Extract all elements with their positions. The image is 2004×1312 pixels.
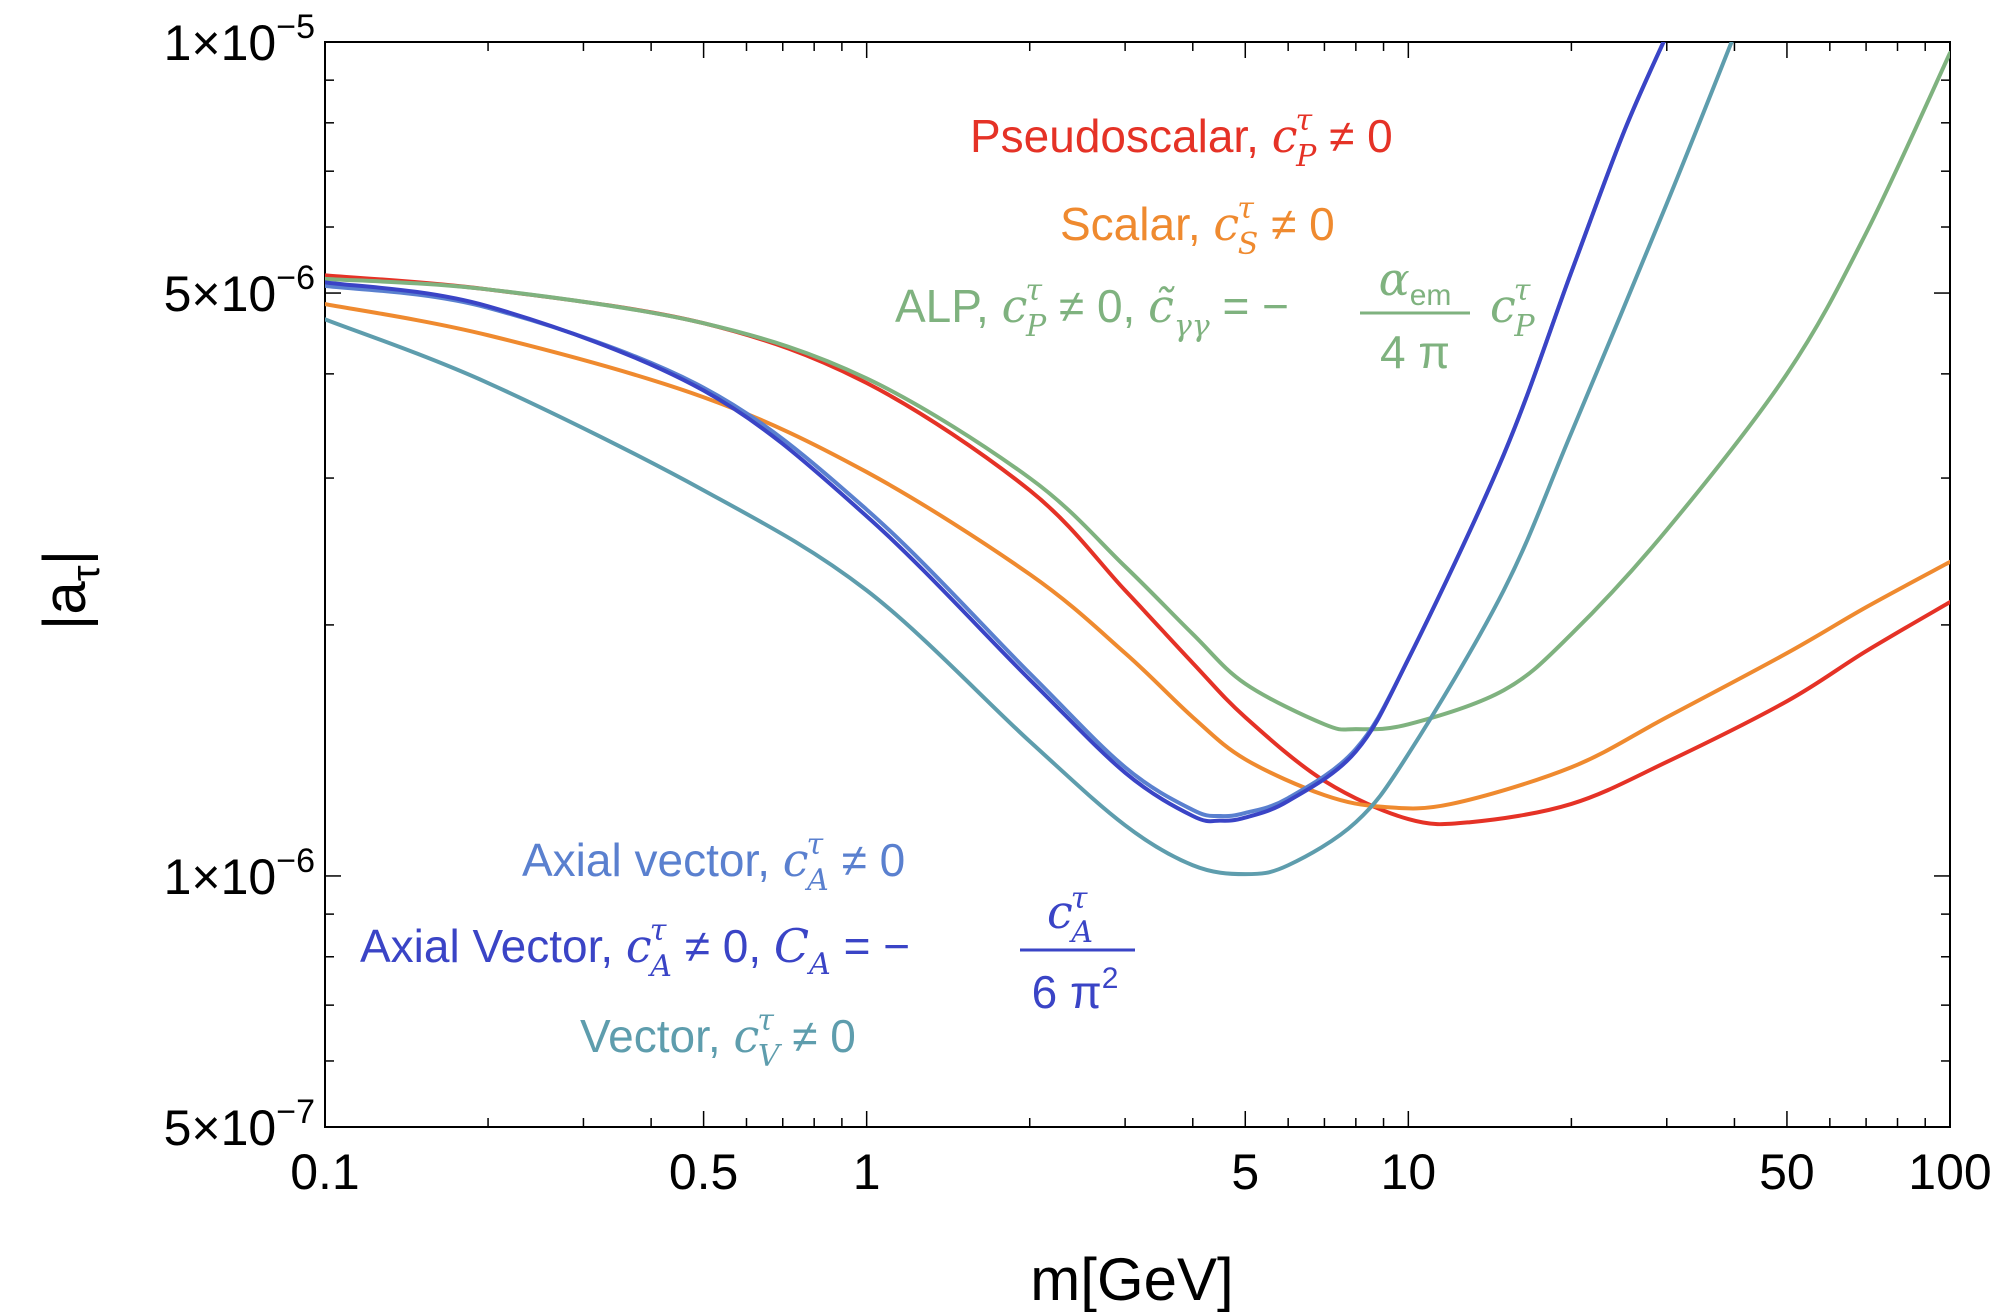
- x-tick-label: 0.1: [290, 1144, 360, 1200]
- svg-text:6 π2: 6 π2: [1032, 962, 1119, 1018]
- x-tick-label: 50: [1759, 1144, 1815, 1200]
- y-tick-label: 5×10−6: [164, 259, 315, 322]
- y-tick-label: 5×10−7: [164, 1093, 315, 1156]
- label-vector: Vector, cτ V ≠ 0: [580, 1003, 856, 1074]
- y-tick-label: 1×10−6: [164, 842, 315, 905]
- y-tick-label: 1×10−5: [164, 8, 315, 71]
- svg-text:cτA: cτ A: [1047, 881, 1093, 950]
- plot-frame: [324, 41, 1951, 1128]
- y-axis-title-open: |a: [31, 581, 98, 631]
- x-tick-label: 10: [1381, 1144, 1437, 1200]
- label-axial-vector: Axial vector, cτ A ≠ 0: [522, 827, 905, 898]
- x-tick-label: 0.5: [669, 1144, 739, 1200]
- x-axis-title: m[GeV]: [1030, 1246, 1233, 1312]
- series-lines: [325, 42, 1950, 877]
- series-line-vector: [325, 42, 1734, 877]
- label-pseudoscalar: Pseudoscalar, cτ P ≠ 0: [970, 103, 1393, 174]
- svg-text:Axial Vector, cτA ≠ 0, CA = −: Axial Vector, cτ A ≠ 0, CA = −: [360, 913, 910, 984]
- svg-text:αem: αem: [1379, 252, 1452, 312]
- label-axial-vector-ca: Axial Vector, cτ A ≠ 0, CA = − cτ A 6 π2: [360, 881, 1135, 1018]
- y-axis-title-sub: τ: [64, 565, 108, 581]
- y-axis-title: |aτ|: [31, 550, 108, 630]
- x-tick-label: 5: [1231, 1144, 1259, 1200]
- x-tick-label: 100: [1908, 1144, 1991, 1200]
- x-tick-label: 1: [853, 1144, 881, 1200]
- label-scalar: Scalar, cτ S ≠ 0: [1060, 191, 1335, 262]
- axis-ticks: 0.1 0.5 1 5 10 50 100 5×10−7 1×10−6 5×10−6 1×10−5: [164, 8, 1992, 1200]
- y-axis-title-close: |: [31, 550, 98, 566]
- series-line-alp: [325, 51, 1950, 732]
- series-line-axial-vector-ca: [325, 42, 1666, 824]
- svg-text:|aτ|: |aτ|: [31, 550, 108, 630]
- series-line-scalar: [325, 302, 1950, 811]
- svg-text:cτP: cτ P: [1490, 273, 1535, 344]
- svg-text:4 π: 4 π: [1380, 326, 1450, 378]
- svg-text:ALP, cτP ≠ 0, c̃γγ = −: ALP, cτ P ≠ 0, c̃γγ = −: [895, 273, 1289, 344]
- label-alp: ALP, cτ P ≠ 0, c̃γγ = − αem 4 π cτ P: [895, 252, 1535, 378]
